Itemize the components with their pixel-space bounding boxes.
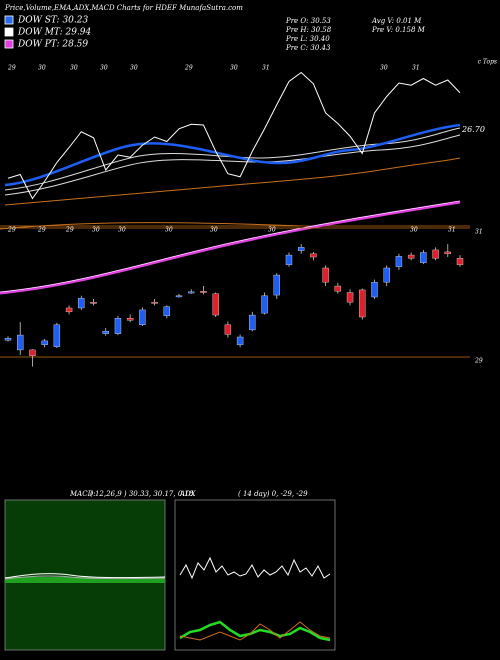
date-label: 30 bbox=[380, 65, 388, 72]
candle-body bbox=[4, 338, 12, 341]
y-tick-label: 29 bbox=[474, 358, 483, 365]
date-label: 30 bbox=[410, 227, 418, 234]
date-label: 30 bbox=[118, 227, 126, 234]
candle-body bbox=[322, 267, 329, 283]
candle-body bbox=[297, 247, 305, 251]
stat: Pre C: 30.43 bbox=[285, 44, 331, 52]
date-label: 29 bbox=[7, 227, 16, 234]
price-axis: 29 31 bbox=[0, 227, 483, 365]
date-label: 30 bbox=[165, 227, 173, 234]
legend-label: DOW PT: 28.59 bbox=[17, 40, 88, 50]
date-label: 30 bbox=[210, 227, 218, 234]
legend-swatch bbox=[4, 39, 14, 49]
candle-body bbox=[285, 254, 293, 265]
candle-body bbox=[261, 295, 268, 314]
candle-body bbox=[310, 253, 317, 258]
date-label: 30 bbox=[70, 65, 78, 72]
stat: Pre V: 0.158 M bbox=[371, 26, 426, 34]
date-label: 31 bbox=[448, 227, 456, 234]
candle-body bbox=[114, 318, 122, 334]
date-label: 30 bbox=[130, 65, 138, 72]
candle-body bbox=[17, 334, 24, 351]
close-line bbox=[7, 71, 461, 200]
adx-plus bbox=[179, 620, 331, 642]
candle-body bbox=[371, 281, 378, 298]
candle-body bbox=[151, 301, 158, 304]
candle-body bbox=[126, 318, 134, 321]
candle-body bbox=[139, 309, 146, 325]
ema-pt-core bbox=[0, 200, 461, 293]
candle-body bbox=[41, 340, 48, 345]
candle-body bbox=[236, 336, 244, 345]
candle-body bbox=[175, 295, 183, 298]
ema-long bbox=[4, 157, 461, 206]
candle-body bbox=[90, 301, 97, 304]
date-label: 30 bbox=[230, 65, 238, 72]
candle-body bbox=[78, 298, 85, 309]
adx-panel bbox=[174, 499, 336, 651]
candle-body bbox=[444, 251, 451, 255]
date-label: 29 bbox=[65, 227, 74, 234]
candle-body bbox=[359, 289, 366, 318]
candle-body bbox=[163, 306, 171, 316]
adx-minus bbox=[179, 621, 331, 641]
candle-body bbox=[249, 314, 256, 331]
candle-body bbox=[383, 267, 390, 283]
candle-body bbox=[334, 285, 342, 292]
candle-body bbox=[346, 292, 354, 303]
candle-body bbox=[53, 324, 61, 347]
legend-swatch bbox=[4, 27, 14, 37]
stat: Pre O: 30.53 bbox=[285, 17, 331, 25]
candle-body bbox=[395, 256, 403, 267]
y-tick-label: 31 bbox=[475, 229, 483, 236]
macd-params: ( 12,26,9 ) 30.33, 30.17, 0.18 bbox=[90, 490, 194, 498]
adx-line bbox=[179, 556, 331, 580]
ema-short bbox=[4, 123, 461, 187]
date-label: 29 bbox=[184, 65, 193, 72]
candle-body bbox=[224, 324, 232, 335]
candle-body bbox=[407, 254, 415, 259]
candle-body bbox=[273, 274, 280, 296]
date-label: 30 bbox=[92, 227, 100, 234]
ema-pt bbox=[0, 200, 461, 295]
date-label: 31 bbox=[262, 65, 270, 72]
legend-label: DOW ST: 30.23 bbox=[17, 16, 88, 26]
date-label: 30 bbox=[100, 65, 108, 72]
candle-body bbox=[200, 291, 207, 293]
candles bbox=[4, 244, 464, 367]
corner-label: c Tops bbox=[478, 59, 497, 66]
adx-label: ADX bbox=[179, 490, 197, 498]
date-label: 31 bbox=[412, 65, 420, 72]
adx-params: ( 14 day) 0, -29, -29 bbox=[238, 490, 308, 498]
candle-body bbox=[420, 252, 427, 264]
date-label: 30 bbox=[268, 227, 276, 234]
candle-body bbox=[456, 258, 464, 265]
ema-label: 26.70 bbox=[461, 125, 485, 134]
candle-body bbox=[102, 331, 109, 334]
macd-signal bbox=[4, 575, 166, 580]
top-panel bbox=[7, 71, 461, 200]
date-label: 29 bbox=[37, 227, 46, 234]
macd-line bbox=[4, 573, 166, 579]
legend: DOW ST: 30.23 DOW MT: 29.94 DOW PT: 28.59 bbox=[4, 15, 92, 50]
date-label: 29 bbox=[7, 65, 16, 72]
stat: Pre H: 30.58 bbox=[285, 26, 332, 34]
stat: Avg V: 0.01 M bbox=[371, 17, 422, 25]
ema-mid2 bbox=[4, 127, 461, 191]
candle-body bbox=[212, 293, 219, 316]
date-label: 30 bbox=[38, 65, 46, 72]
candle-body bbox=[29, 349, 36, 356]
candle-body bbox=[188, 291, 195, 294]
candle-body bbox=[65, 307, 73, 313]
page-title: Price,Volume,EMA,ADX,MACD Charts for HDE… bbox=[4, 4, 243, 12]
legend-label: DOW MT: 29.94 bbox=[17, 28, 92, 38]
macd-label: MACD: bbox=[69, 490, 96, 498]
legend-swatch bbox=[4, 15, 14, 25]
stat: Pre L: 30.40 bbox=[285, 35, 330, 43]
candle-body bbox=[432, 249, 439, 259]
